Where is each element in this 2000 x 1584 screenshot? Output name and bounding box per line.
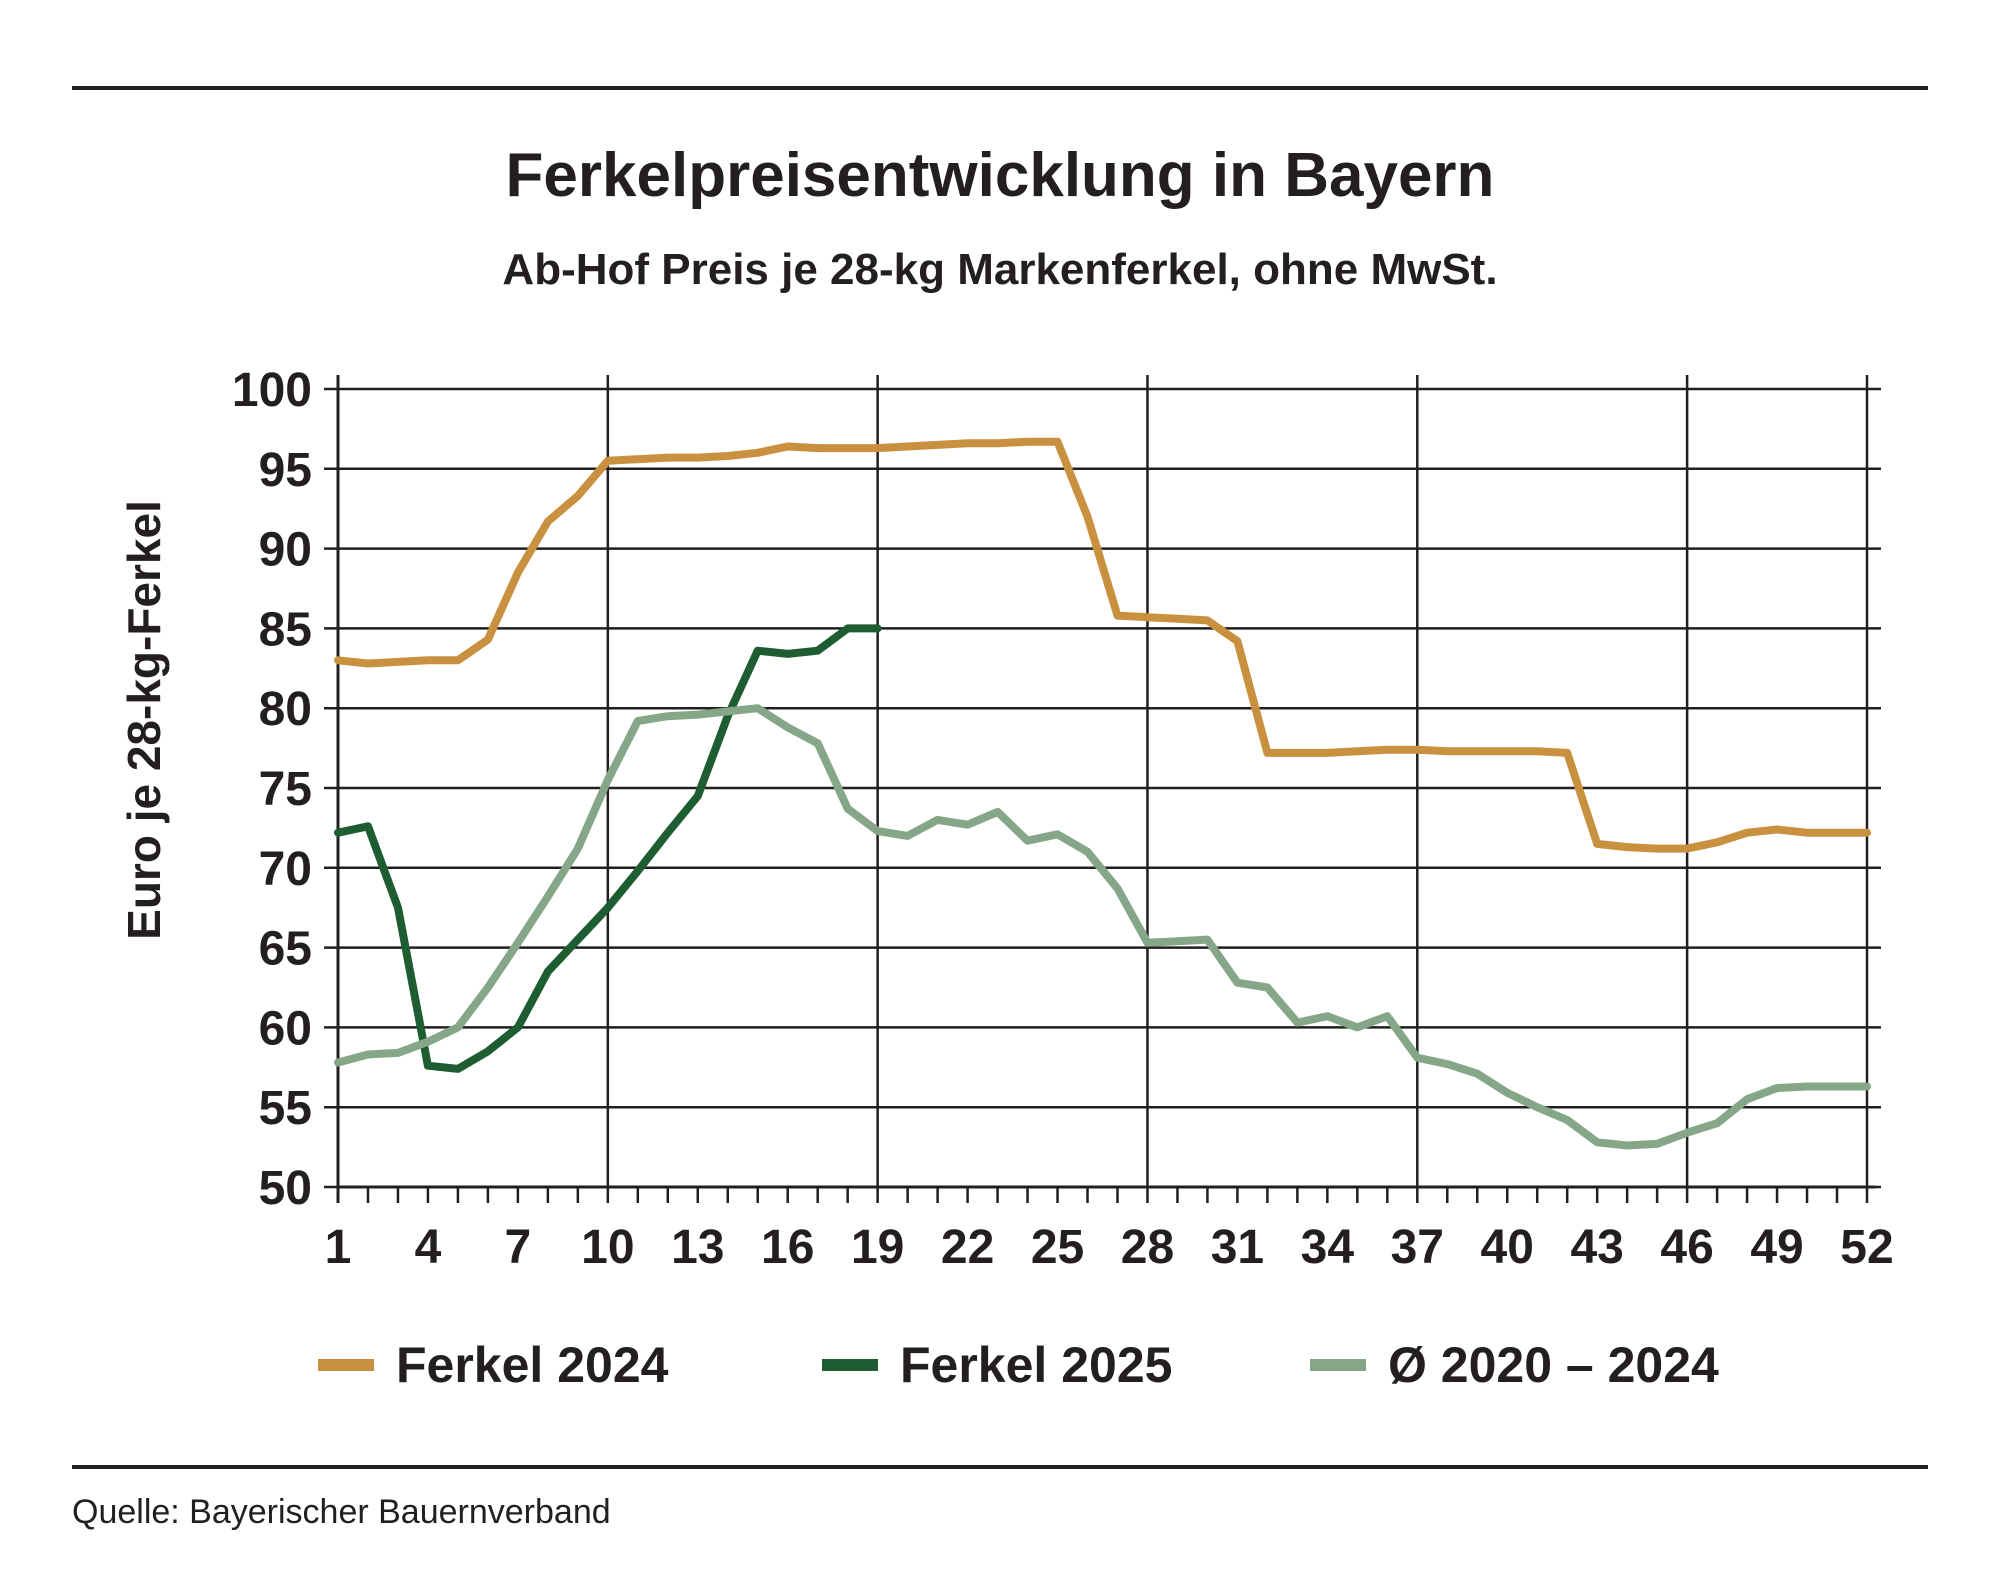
legend-item-average-2020-2024: Ø 2020 – 2024 bbox=[1310, 1330, 1719, 1400]
x-tick-labels: 1 4 7 10 13 16 19 22 25 28 31 34 37 40 43 46 49 52 bbox=[325, 1221, 1894, 1274]
x-tick-label: 1 bbox=[325, 1221, 352, 1274]
x-tick-label: 49 bbox=[1750, 1221, 1803, 1274]
x-tick-label: 13 bbox=[671, 1221, 724, 1274]
y-tick-label: 95 bbox=[259, 444, 312, 497]
legend-item-ferkel-2024: Ferkel 2024 bbox=[318, 1330, 668, 1400]
x-tick-label: 40 bbox=[1481, 1221, 1534, 1274]
bottom-rule bbox=[72, 1465, 1928, 1469]
x-tick-label: 19 bbox=[851, 1221, 904, 1274]
x-tick-label: 25 bbox=[1031, 1221, 1084, 1274]
grid bbox=[324, 375, 1881, 1189]
y-tick-label: 65 bbox=[259, 923, 312, 976]
source-note: Quelle: Bayerischer Bauernverband bbox=[72, 1493, 611, 1531]
top-rule bbox=[72, 86, 1928, 90]
y-tick-label: 85 bbox=[259, 603, 312, 656]
legend-label-average-2020-2024: Ø 2020 – 2024 bbox=[1388, 1337, 1719, 1393]
x-tick-label: 16 bbox=[761, 1221, 814, 1274]
chart-title: Ferkelpreisentwicklung in Bayern bbox=[505, 141, 1495, 210]
y-tick-label: 90 bbox=[259, 524, 312, 577]
legend-swatch-ferkel-2024 bbox=[318, 1359, 374, 1371]
series-lines bbox=[334, 437, 1871, 1150]
legend-swatch-average-2020-2024 bbox=[1310, 1359, 1366, 1371]
series-line-ferkel-2024 bbox=[334, 437, 1871, 853]
y-tick-label: 50 bbox=[259, 1162, 312, 1215]
legend-label-ferkel-2025: Ferkel 2025 bbox=[900, 1337, 1173, 1393]
series-line-average-2020-2024 bbox=[334, 704, 1871, 1150]
y-tick-label: 60 bbox=[259, 1002, 312, 1055]
y-axis-label: Euro je 28-kg-Ferkel bbox=[118, 500, 170, 940]
y-tick-labels: 50 55 60 65 70 75 80 85 90 95 100 bbox=[232, 364, 312, 1215]
y-tick-label: 55 bbox=[259, 1082, 312, 1135]
x-tick-label: 4 bbox=[415, 1221, 442, 1274]
chart-subtitle: Ab-Hof Preis je 28-kg Markenferkel, ohne… bbox=[502, 245, 1498, 294]
x-tick-label: 7 bbox=[505, 1221, 532, 1274]
y-tick-label: 80 bbox=[259, 683, 312, 736]
x-tick-label: 46 bbox=[1660, 1221, 1713, 1274]
y-tick-label: 70 bbox=[259, 843, 312, 896]
x-tick-label: 43 bbox=[1570, 1221, 1623, 1274]
y-tick-label: 75 bbox=[259, 763, 312, 816]
x-tick-label: 34 bbox=[1301, 1221, 1355, 1274]
y-tick-label: 100 bbox=[232, 364, 312, 417]
x-tick-label: 22 bbox=[941, 1221, 994, 1274]
x-tick-label: 37 bbox=[1391, 1221, 1444, 1274]
legend-label-ferkel-2024: Ferkel 2024 bbox=[396, 1337, 669, 1393]
legend: Ferkel 2024 Ferkel 2025 Ø 2020 – 2024 bbox=[0, 1330, 2000, 1400]
x-tick-label: 31 bbox=[1211, 1221, 1264, 1274]
series-line-ferkel-2025 bbox=[334, 624, 882, 1073]
legend-swatch-ferkel-2025 bbox=[822, 1359, 878, 1371]
x-tick-label: 52 bbox=[1840, 1221, 1893, 1274]
x-tick-label: 28 bbox=[1121, 1221, 1174, 1274]
x-tick-label: 10 bbox=[581, 1221, 634, 1274]
legend-item-ferkel-2025: Ferkel 2025 bbox=[822, 1330, 1172, 1400]
